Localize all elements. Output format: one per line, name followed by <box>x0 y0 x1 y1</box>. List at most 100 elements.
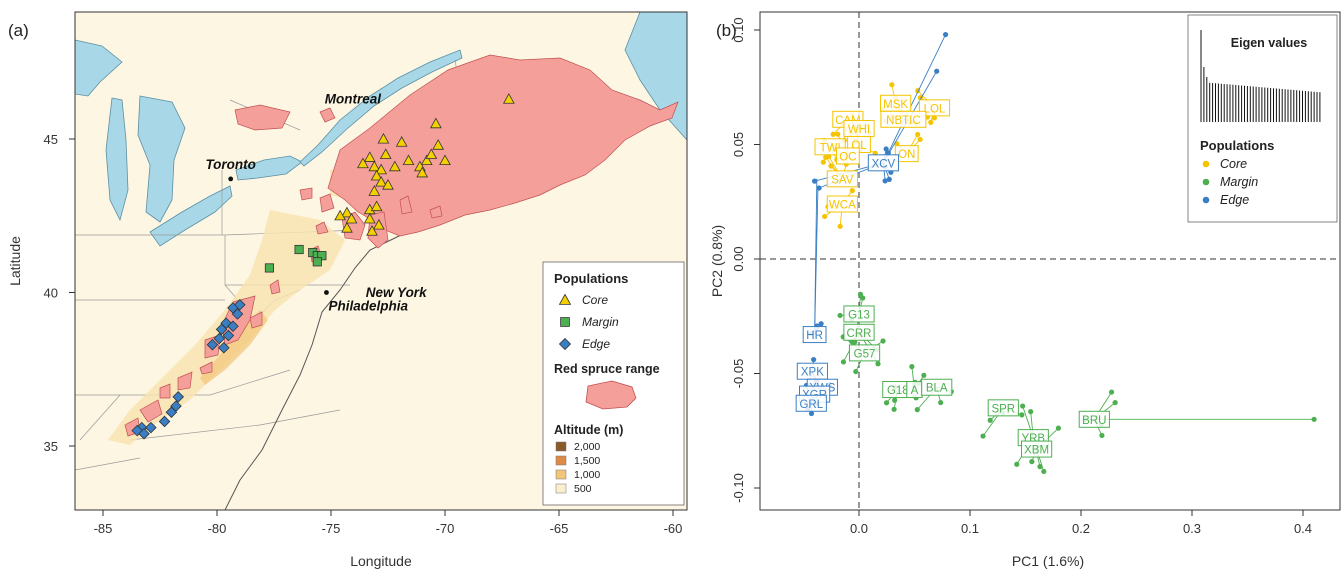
pca-y-tick-label: -0.05 <box>731 359 746 389</box>
pca-legend-label-edge: Edge <box>1220 193 1249 207</box>
pca-sample-point <box>915 132 920 137</box>
pca-legend-dot-core <box>1203 161 1210 168</box>
pca-sample-point <box>1099 433 1104 438</box>
altitude-swatch <box>556 442 566 451</box>
pca-sample-point <box>831 132 836 137</box>
panel-b: (b) MSKLOLNBTICCAMWHIONTWIOLOCSAVWCAG13C… <box>709 12 1340 569</box>
pca-legend: Eigen values Populations Core Margin Edge <box>1188 15 1337 222</box>
pca-centroid-label: MSK <box>883 99 908 111</box>
pca-sample-point <box>934 69 939 74</box>
pca-sample-point <box>880 338 885 343</box>
pca-centroid-label: SAV <box>831 174 853 186</box>
pca-x-tick-label: 0.4 <box>1294 521 1312 536</box>
eigen-values-title: Eigen values <box>1231 36 1307 50</box>
pca-sample-point <box>1014 462 1019 467</box>
pca-centroid-label: HR <box>806 330 823 342</box>
pca-centroid-label: G57 <box>854 348 876 360</box>
pca-centroid-label: NBTIC <box>886 115 921 127</box>
legend-label-margin: Margin <box>582 315 619 329</box>
pca-legend-title: Populations <box>1200 138 1274 153</box>
pca-sample-point <box>1113 400 1118 405</box>
map-y-tick-label: 45 <box>44 132 58 147</box>
altitude-label: 1,500 <box>574 455 600 467</box>
pca-sample-point <box>884 400 889 405</box>
panel-a-label: (a) <box>8 21 29 40</box>
pca-y-tick-label: 0.00 <box>731 246 746 271</box>
pca-centroid-label: BLA <box>926 383 948 395</box>
pca-centroid-label: CRR <box>847 328 872 340</box>
pca-x-axis-label: PC1 (1.6%) <box>1012 553 1084 569</box>
pca-x-tick-label: 0.1 <box>961 521 979 536</box>
site-marker-margin <box>313 258 321 266</box>
pca-sample-point <box>1041 469 1046 474</box>
pca-centroid-label: WCA <box>829 200 856 212</box>
pca-sample-point <box>835 132 840 137</box>
altitude-label: 1,000 <box>574 469 600 481</box>
pca-sample-point <box>1109 389 1114 394</box>
pca-sample-point <box>889 82 894 87</box>
pca-centroid-label: ON <box>898 149 915 161</box>
map-y-tick-label: 35 <box>44 439 58 454</box>
map-x-tick-label: -65 <box>550 521 569 536</box>
city-label: Montreal <box>325 92 382 107</box>
pca-sample-point <box>1312 417 1317 422</box>
pca-y-tick-label: -0.10 <box>731 473 746 503</box>
pca-sample-point <box>921 373 926 378</box>
pca-centroid-label: G18 <box>887 385 909 397</box>
pca-sample-point <box>891 407 896 412</box>
pca-x-tick-label: 0.3 <box>1183 521 1201 536</box>
pca-centroid-label: XPK <box>801 367 824 379</box>
map-x-tick-label: -85 <box>94 521 113 536</box>
pca-sample-point <box>1019 412 1024 417</box>
pca-centroid-label: WHI <box>848 124 870 136</box>
pca-sample-point <box>838 224 843 229</box>
map-y-tick-label: 40 <box>44 286 58 301</box>
altitude-label: 500 <box>574 483 592 495</box>
pca-legend-label-core: Core <box>1220 157 1247 171</box>
city-dot <box>324 290 329 295</box>
pca-sample-point <box>821 160 826 165</box>
map-x-tick-label: -80 <box>208 521 227 536</box>
altitude-swatch <box>556 484 566 493</box>
pca-sample-point <box>853 369 858 374</box>
pca-sample-point <box>988 418 993 423</box>
pca-y-tick-label: 0.05 <box>731 132 746 157</box>
pca-y-tick-label: 0.10 <box>731 17 746 42</box>
pca-y-axis-label: PC2 (0.8%) <box>709 225 725 297</box>
pca-sample-point <box>822 214 827 219</box>
pca-centroid-label: G13 <box>848 309 870 321</box>
pca-centroid-label: BRU <box>1082 415 1106 427</box>
pca-sample-point <box>816 185 821 190</box>
pca-legend-label-margin: Margin <box>1220 175 1258 189</box>
map-x-tick-label: -70 <box>436 521 455 536</box>
pca-legend-dot-edge <box>1203 197 1210 204</box>
city-label: Toronto <box>205 157 255 172</box>
pca-sample-point <box>928 120 933 125</box>
panel-a: (a) <box>7 12 687 569</box>
pca-sample-point <box>943 32 948 37</box>
pca-sample-point <box>918 137 923 142</box>
map-x-axis-label: Longitude <box>350 553 412 569</box>
map-x-tick-label: -75 <box>322 521 341 536</box>
pca-x-tick-label: 0.2 <box>1072 521 1090 536</box>
pca-sample-point <box>823 155 828 160</box>
pca-centroid-label: SPR <box>991 403 1015 415</box>
altitude-swatch <box>556 470 566 479</box>
pca-sample-point <box>980 433 985 438</box>
site-marker-margin <box>295 245 303 253</box>
pca-sample-point <box>1029 459 1034 464</box>
altitude-swatch <box>556 456 566 465</box>
pca-x-tick-label: 0.0 <box>850 521 868 536</box>
altitude-label: 2,000 <box>574 441 600 453</box>
pca-sample-point <box>883 178 888 183</box>
pca-sample-point <box>938 400 943 405</box>
map-y-axis-label: Latitude <box>7 236 23 286</box>
pca-sample-point <box>875 361 880 366</box>
city-dot <box>228 177 233 182</box>
pca-legend-dot-margin <box>1203 179 1210 186</box>
pca-sample-point <box>909 364 914 369</box>
map-legend-altitude-title: Altitude (m) <box>554 423 623 437</box>
pca-sample-point <box>837 313 842 318</box>
